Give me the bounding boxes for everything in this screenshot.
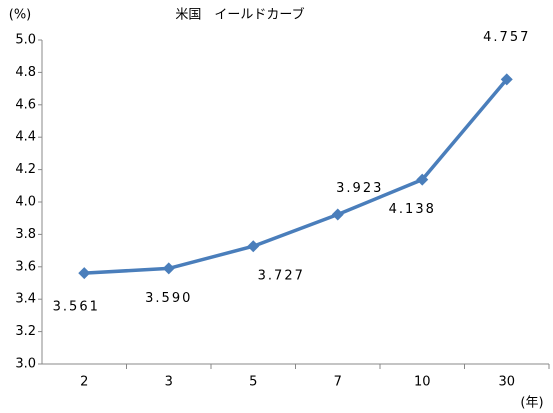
data-point [331,208,344,221]
data-label: 3.727 [258,269,305,284]
data-point [247,240,260,253]
data-point [500,73,513,86]
y-tick-label: 3.0 [15,357,36,372]
y-tick-label: 4.6 [15,97,36,112]
data-point [416,173,429,186]
chart-title: 米国 イールドカーブ [175,7,304,23]
data-label: 3.923 [336,181,383,196]
data-line [84,78,509,275]
data-label: 3.590 [145,291,192,306]
y-tick-label: 4.0 [15,195,36,210]
x-tick-label: 5 [249,375,257,390]
y-tick-label: 3.2 [15,324,36,339]
y-tick-label: 4.4 [15,130,36,145]
x-tick-label: 3 [165,375,173,390]
x-axis-label: (年) [520,396,543,411]
y-axis-label: (%) [9,8,32,23]
x-tick-label: 2 [80,375,88,390]
y-tick-label: 3.8 [15,227,36,242]
x-tick-label: 10 [414,375,431,390]
data-label: 4.757 [483,30,530,45]
data-point [78,267,91,280]
data-label: 4.138 [389,202,436,217]
data-label: 3.561 [53,300,100,315]
data-point [162,262,175,275]
y-tick-label: 4.8 [15,65,36,80]
x-tick-label: 7 [334,375,342,390]
x-tick-label: 30 [498,375,515,390]
y-tick-label: 3.4 [15,292,36,307]
y-tick-label: 4.2 [15,162,36,177]
y-tick-label: 5.0 [15,33,36,48]
y-tick-label: 3.6 [15,259,36,274]
